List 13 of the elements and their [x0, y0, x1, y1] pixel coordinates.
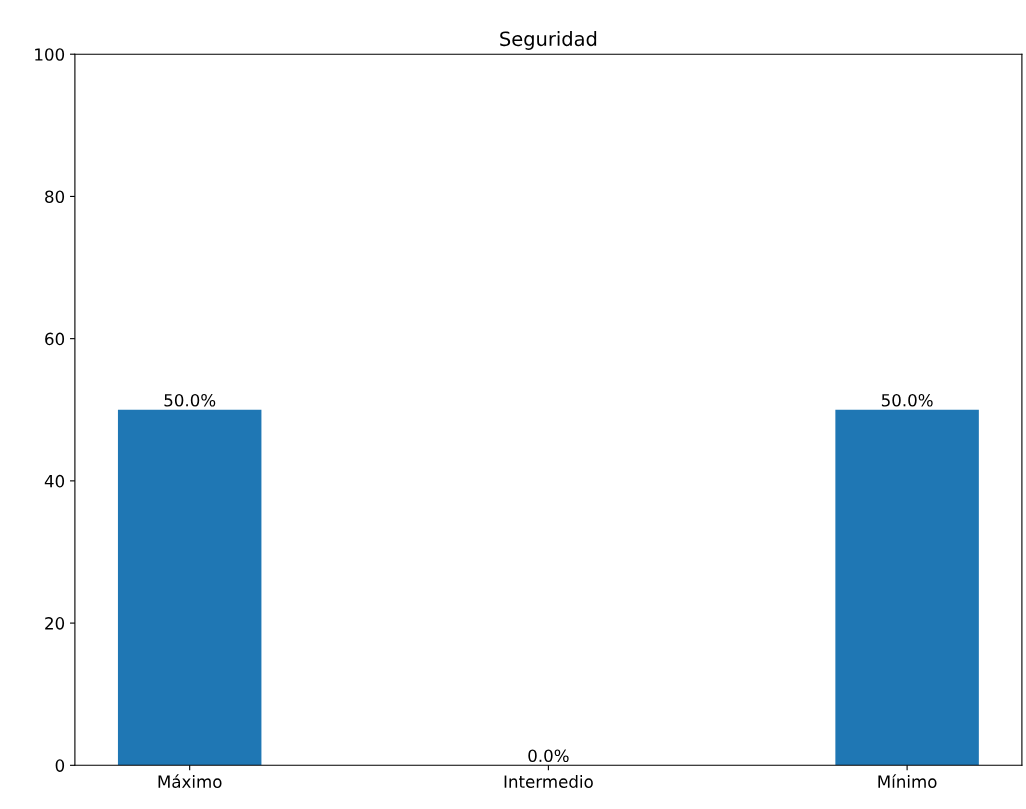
y-tick-label: 40 [44, 474, 65, 488]
y-tick-label: 100 [35, 48, 65, 61]
data-label: 0.0% [528, 749, 569, 763]
chart-title: Seguridad [500, 31, 597, 50]
data-label: 50.0% [164, 393, 216, 407]
y-tick-label: 20 [45, 617, 65, 630]
x-tick-label: Máximo [158, 774, 222, 788]
x-tick-label: Intermedio [504, 775, 593, 788]
y-tick-label: 80 [45, 190, 65, 203]
y-tick-label: 0 [55, 759, 65, 772]
data-label: 50.0% [881, 393, 933, 407]
x-tick-label: Mínimo [878, 774, 937, 788]
y-tick-label: 60 [45, 332, 65, 346]
